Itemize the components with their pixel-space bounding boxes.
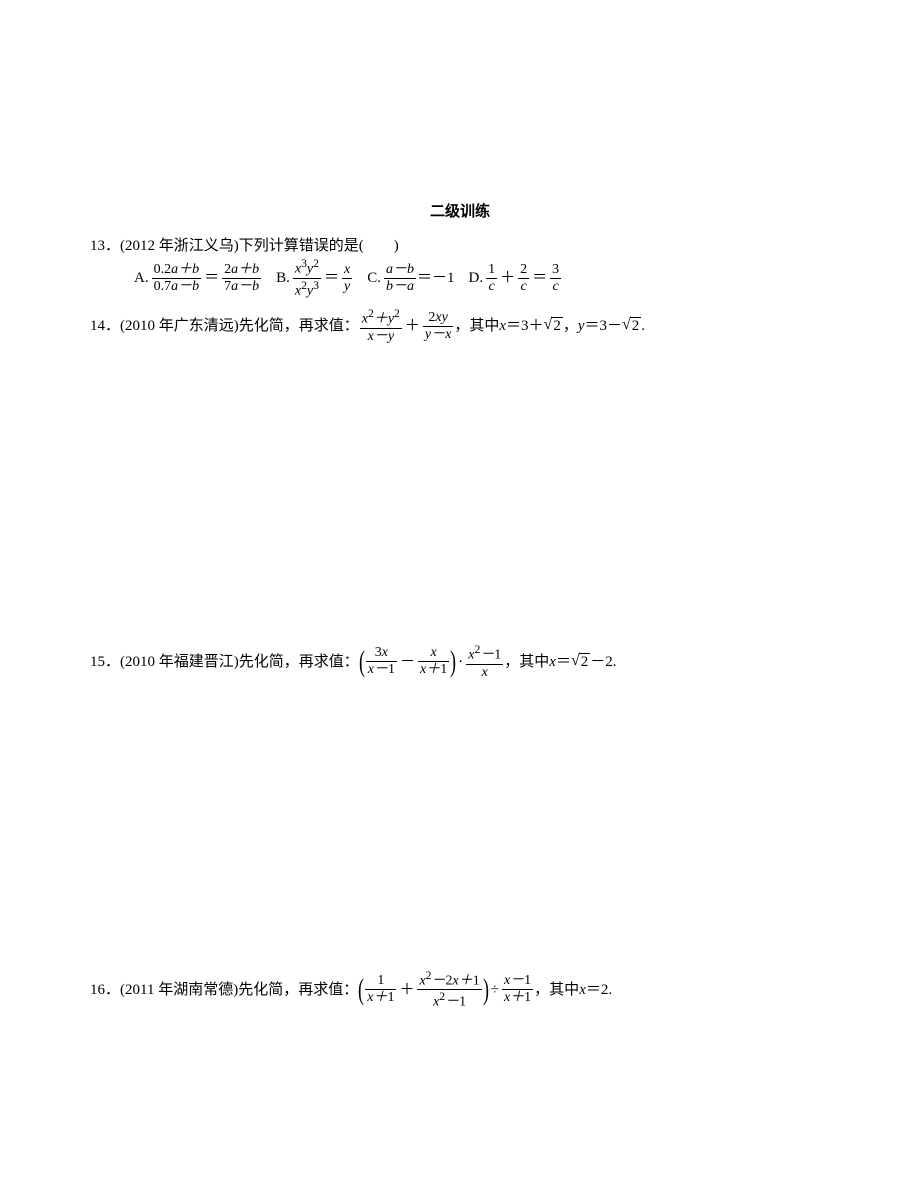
- problem-text: 下列计算错误的是( ): [239, 234, 399, 258]
- problem-source: (2010 年福建晋江): [120, 650, 239, 674]
- math-expr: ( 1x＋1 ＋ x2－2x＋1x2－1 ) ÷ x－1x＋1: [358, 970, 534, 1010]
- tail: －2.: [590, 650, 616, 674]
- option-a: A. 0.2a＋b0.7a－b ＝ 2a＋b7a－b: [134, 263, 262, 294]
- problem-stem: 15． (2010 年福建晋江) 先化简，再求值： ( 3xx－1 － xx＋1…: [90, 644, 830, 680]
- problem-number: 16．: [90, 978, 120, 1002]
- workspace: [90, 354, 830, 644]
- problem-text: ，其中: [454, 314, 499, 338]
- var-x: x: [499, 314, 506, 338]
- problem-number: 14．: [90, 314, 120, 338]
- option-c: C. a－bb－a ＝－1: [367, 263, 454, 294]
- problem-stem: 16． (2011 年湖南常德) 先化简，再求值： ( 1x＋1 ＋ x2－2x…: [90, 970, 830, 1010]
- sqrt-icon: √2: [544, 317, 563, 335]
- eq-text: ＝3＋: [506, 314, 544, 338]
- option-b: B. x3y2x2y3 ＝ xy: [276, 258, 353, 298]
- problem-16: 16． (2011 年湖南常德) 先化简，再求值： ( 1x＋1 ＋ x2－2x…: [90, 970, 830, 1010]
- problem-text: 先化简，再求值：: [238, 978, 358, 1002]
- period: .: [641, 314, 645, 338]
- div-icon: ÷: [489, 978, 501, 1002]
- problem-text: ，其中: [534, 978, 579, 1002]
- option-label: B.: [276, 266, 290, 290]
- options-row: A. 0.2a＋b0.7a－b ＝ 2a＋b7a－b B. x3y2x2y3 ＝…: [134, 258, 830, 298]
- option-label: A.: [134, 266, 149, 290]
- problem-source: (2011 年湖南常德): [120, 978, 238, 1002]
- page: 二级训练 13． (2012 年浙江义乌) 下列计算错误的是( ) A. 0.2…: [0, 0, 920, 1080]
- problem-stem: 14． (2010 年广东清远) 先化简，再求值： x2＋y2x－y ＋ 2xy…: [90, 308, 830, 344]
- math-expr: 0.2a＋b0.7a－b ＝ 2a＋b7a－b: [151, 263, 263, 294]
- dot-icon: ·: [456, 650, 465, 674]
- problem-text: 先化简，再求值：: [239, 314, 359, 338]
- option-label: D.: [468, 266, 483, 290]
- problem-source: (2010 年广东清远): [120, 314, 239, 338]
- sqrt-icon: √2: [622, 317, 641, 335]
- problem-source: (2012 年浙江义乌): [120, 234, 239, 258]
- math-expr: 1c ＋ 2c ＝ 3c: [485, 263, 562, 294]
- problem-number: 15．: [90, 650, 120, 674]
- eq-text: ＝3－: [585, 314, 623, 338]
- math-expr: ( 3xx－1 － xx＋1 ) · x2－1x: [359, 644, 505, 680]
- rhs: ＝－1: [417, 266, 455, 290]
- option-label: C.: [367, 266, 381, 290]
- problem-number: 13．: [90, 234, 120, 258]
- eq-text: ＝2.: [586, 978, 612, 1002]
- math-expr: x2＋y2x－y ＋ 2xyy－x: [359, 308, 455, 344]
- var-x: x: [549, 650, 556, 674]
- problem-13: 13． (2012 年浙江义乌) 下列计算错误的是( ) A. 0.2a＋b0.…: [90, 234, 830, 298]
- comma: ，: [563, 314, 578, 338]
- problem-14: 14． (2010 年广东清远) 先化简，再求值： x2＋y2x－y ＋ 2xy…: [90, 308, 830, 344]
- eq-text: ＝: [556, 650, 571, 674]
- sqrt-icon: √2: [571, 653, 590, 671]
- var-y: y: [578, 314, 585, 338]
- workspace: [90, 690, 830, 970]
- option-d: D. 1c ＋ 2c ＝ 3c: [468, 263, 562, 294]
- problem-stem: 13． (2012 年浙江义乌) 下列计算错误的是( ): [90, 234, 830, 258]
- math-expr: x3y2x2y3 ＝ xy: [292, 258, 353, 298]
- var-x: x: [579, 978, 586, 1002]
- math-expr: a－bb－a ＝－1: [383, 263, 455, 294]
- problem-15: 15． (2010 年福建晋江) 先化简，再求值： ( 3xx－1 － xx＋1…: [90, 644, 830, 680]
- section-title: 二级训练: [90, 200, 830, 224]
- problem-text: 先化简，再求值：: [239, 650, 359, 674]
- problem-text: ，其中: [504, 650, 549, 674]
